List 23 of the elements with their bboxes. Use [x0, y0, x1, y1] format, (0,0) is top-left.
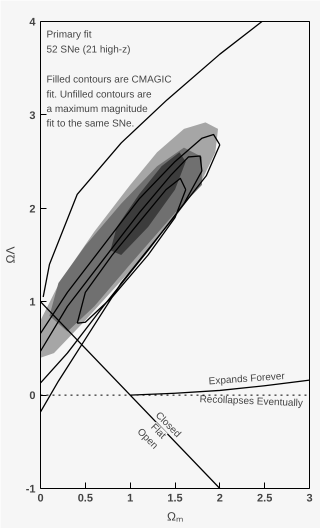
y-tick-label: -1 [26, 484, 36, 496]
y-tick-label: 3 [29, 110, 36, 122]
annotation: Primary fit [46, 30, 92, 41]
x-axis-title: Ωₘ [167, 510, 183, 524]
y-tick-label: 1 [29, 296, 36, 309]
x-tick-label: 0.5 [78, 492, 93, 504]
x-tick-label: 0 [37, 492, 44, 504]
x-tick-label: 1.5 [167, 492, 183, 504]
x-tick-label: 2 [216, 492, 223, 504]
annotation: a maximum magnitude [46, 104, 148, 115]
annotation: fit. Unfilled contours are [46, 89, 152, 100]
annotation: Recollapses Eventually [199, 394, 304, 410]
annotation: Expands Forever [208, 371, 286, 388]
y-tick-label: 4 [29, 16, 36, 28]
x-tick-label: 3 [306, 492, 313, 504]
x-tick-label: 2.5 [257, 492, 272, 504]
y-axis-title: ΩΛ [4, 246, 18, 264]
x-tick-label: 1 [127, 492, 134, 504]
y-tick-label: 0 [29, 390, 36, 402]
annotation: fit to the same SNe. [46, 118, 134, 130]
annotation: 52 SNe (21 high-z) [46, 44, 130, 56]
y-tick-label: 2 [29, 203, 36, 216]
annotation: Filled contours are CMAGIC [46, 74, 172, 86]
